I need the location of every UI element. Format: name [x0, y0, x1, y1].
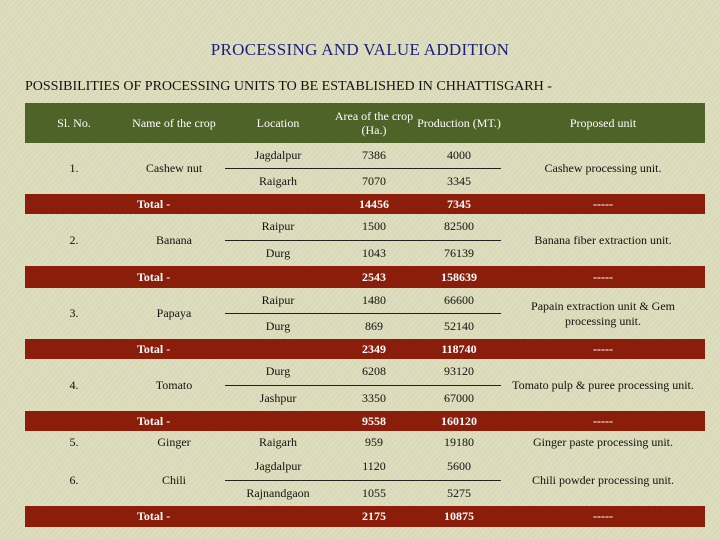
page-subtitle: POSSIBILITIES OF PROCESSING UNITS TO BE …	[25, 79, 552, 94]
proposed-unit: Cashew processing unit.	[544, 161, 662, 176]
header-crop-name: Name of the crop	[123, 103, 225, 143]
production-value: 5275	[417, 479, 501, 507]
location-cell: Raipur Durg	[225, 288, 331, 339]
location-value: Jagdalpur	[254, 148, 302, 162]
crop-table: Sl. No. Name of the crop Location Area o…	[25, 103, 705, 527]
header-sl-no: Sl. No.	[25, 103, 123, 143]
header-production: Production (MT.)	[417, 103, 501, 143]
sl-number: 4.	[69, 377, 79, 392]
area-value: 7386	[362, 148, 386, 162]
area-value: 1043	[331, 239, 417, 267]
area-cell: 1120 1055	[331, 454, 417, 506]
crop-name: Cashew nut	[145, 161, 203, 176]
crop-name: Papaya	[156, 306, 192, 321]
production-cell: 5600 5275	[417, 454, 501, 506]
crop-name: Ginger	[157, 435, 191, 450]
total-production: 160120	[417, 411, 501, 431]
sl-number: 2.	[69, 232, 79, 247]
total-label: Total -	[25, 411, 331, 431]
production-cell: 93120 67000	[417, 359, 501, 411]
header-area: Area of the crop (Ha.)	[331, 103, 417, 143]
sl-number: 1.	[69, 161, 79, 176]
proposed-unit: Ginger paste processing unit.	[533, 435, 673, 450]
production-value: 5600	[447, 459, 471, 474]
crop-name: Banana	[156, 232, 192, 247]
sl-number: 5.	[69, 435, 79, 450]
area-value: 959	[365, 435, 383, 450]
production-value: 66600	[444, 293, 474, 307]
area-value: 6208	[362, 364, 386, 379]
total-production: 158639	[417, 266, 501, 288]
total-area: 2175	[331, 506, 417, 527]
crop-name: Chili	[161, 472, 186, 487]
location-value: Durg	[225, 239, 331, 267]
production-value: 3345	[417, 168, 501, 194]
location-value: Raipur	[261, 293, 295, 307]
area-value: 1480	[362, 293, 386, 307]
total-area: 14456	[331, 194, 417, 214]
sl-number: 3.	[69, 306, 79, 321]
production-value: 93120	[444, 364, 474, 379]
area-value: 1500	[362, 219, 386, 234]
area-value: 869	[331, 313, 417, 339]
page-title: PROCESSING AND VALUE ADDITION	[210, 40, 510, 59]
proposed-unit: Papain extraction unit & Gem processing …	[531, 299, 675, 328]
header-proposed-unit: Proposed unit	[501, 103, 705, 143]
total-unit: -----	[501, 266, 705, 288]
proposed-unit: Banana fiber extraction unit.	[534, 232, 672, 247]
production-value: 76139	[417, 239, 501, 267]
location-value: Durg	[265, 364, 291, 379]
total-label: Total -	[25, 266, 331, 288]
total-label: Total -	[25, 194, 331, 214]
total-unit: -----	[501, 506, 705, 527]
location-cell: Jagdalpur Rajnandgaon	[225, 454, 331, 506]
total-unit: -----	[501, 194, 705, 214]
proposed-unit: Chili powder processing unit.	[532, 472, 674, 487]
location-value: Raigarh	[225, 168, 331, 194]
location-cell: Jagdalpur Raigarh	[225, 143, 331, 194]
production-value: 52140	[417, 313, 501, 339]
location-cell: Durg Jashpur	[225, 359, 331, 411]
production-cell: 82500 76139	[417, 214, 501, 266]
location-value: Raigarh	[259, 435, 297, 450]
production-cell: 66600 52140	[417, 288, 501, 339]
location-value: Rajnandgaon	[225, 479, 331, 507]
proposed-unit: Tomato pulp & puree processing unit.	[512, 377, 694, 392]
sl-number: 6.	[69, 472, 79, 487]
total-unit: -----	[501, 411, 705, 431]
total-production: 7345	[417, 194, 501, 214]
total-area: 9558	[331, 411, 417, 431]
area-value: 1120	[362, 459, 386, 474]
area-value: 7070	[331, 168, 417, 194]
production-cell: 4000 3345	[417, 143, 501, 194]
production-value: 82500	[444, 219, 474, 234]
location-value: Jagdalpur	[254, 459, 302, 474]
area-cell: 1480 869	[331, 288, 417, 339]
location-value: Raipur	[261, 219, 295, 234]
area-value: 1055	[331, 479, 417, 507]
header-location: Location	[225, 103, 331, 143]
total-label: Total -	[25, 506, 331, 527]
total-label: Total -	[25, 339, 331, 359]
production-value: 67000	[417, 384, 501, 412]
production-value: 4000	[447, 148, 471, 162]
area-cell: 1500 1043	[331, 214, 417, 266]
total-area: 2543	[331, 266, 417, 288]
location-cell: Raipur Durg	[225, 214, 331, 266]
total-unit: -----	[501, 339, 705, 359]
location-value: Durg	[225, 313, 331, 339]
total-area: 2349	[331, 339, 417, 359]
area-cell: 7386 7070	[331, 143, 417, 194]
production-value: 19180	[444, 435, 474, 450]
area-value: 3350	[331, 384, 417, 412]
total-production: 118740	[417, 339, 501, 359]
total-production: 10875	[417, 506, 501, 527]
location-value: Jashpur	[225, 384, 331, 412]
area-cell: 6208 3350	[331, 359, 417, 411]
crop-name: Tomato	[155, 377, 193, 392]
